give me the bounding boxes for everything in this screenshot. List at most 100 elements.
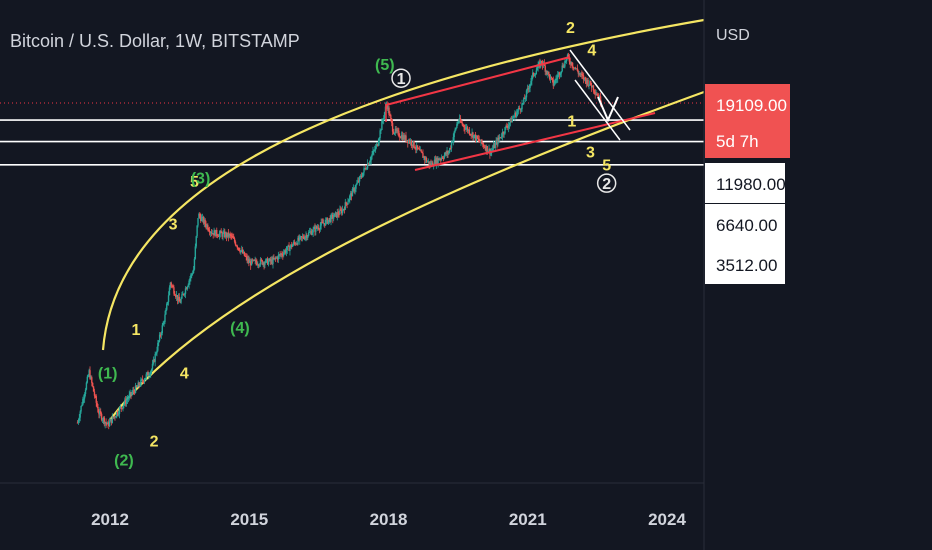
candle-body — [250, 259, 253, 266]
price-label: 19109.00 5d 7h — [705, 84, 790, 158]
candle-body — [495, 140, 497, 144]
wave-label: 4 — [587, 43, 596, 60]
candle-body — [318, 229, 321, 231]
candle-body — [548, 71, 550, 75]
candle-body — [567, 54, 570, 58]
candle-body — [311, 232, 313, 235]
candle-body — [194, 246, 197, 259]
candle-body — [249, 261, 252, 266]
candle-body — [363, 168, 365, 173]
candle-body — [351, 188, 354, 197]
candle-body — [224, 233, 227, 238]
candle-body — [216, 230, 218, 236]
candle-body — [368, 162, 371, 165]
candle-body — [352, 188, 355, 190]
candle-body — [183, 293, 185, 295]
candle-body — [329, 218, 331, 222]
candle-body — [565, 57, 568, 62]
candle-body — [447, 151, 449, 154]
candle-body — [365, 168, 367, 170]
candle-body — [273, 258, 275, 260]
candle-body — [100, 411, 102, 414]
candle-body — [596, 93, 598, 96]
candle-body — [526, 88, 529, 91]
candle-body — [152, 359, 155, 364]
candle-body — [406, 139, 408, 142]
candle-body — [557, 74, 559, 79]
candle-body — [589, 81, 591, 85]
currency-label: USD — [716, 27, 750, 44]
price-label-value: 19109.00 — [716, 96, 787, 115]
candle-body — [285, 250, 288, 253]
candle-body — [85, 382, 88, 390]
candle-body — [198, 213, 200, 219]
candle-body — [214, 230, 216, 237]
candle-body — [443, 155, 446, 159]
candle-body — [355, 184, 357, 189]
candle-body — [135, 385, 138, 387]
candle-body — [379, 130, 381, 138]
candle-body — [275, 257, 278, 259]
candle-body — [299, 236, 302, 238]
x-tick-label: 2021 — [509, 510, 547, 529]
candle-body — [108, 422, 110, 426]
wave-label: (1) — [98, 366, 118, 383]
candle-body — [450, 142, 453, 149]
candle-body — [420, 149, 422, 152]
channel-upper — [385, 56, 571, 106]
candle-body — [179, 301, 181, 303]
candle-body — [397, 130, 399, 132]
candle-body — [185, 288, 188, 290]
candle-body — [498, 137, 500, 139]
candle-body — [157, 342, 159, 351]
candle-body — [249, 261, 251, 263]
candle-body — [562, 65, 564, 68]
candle-body — [478, 138, 480, 142]
candle-body — [153, 359, 155, 362]
candle-body — [452, 137, 455, 143]
candle-body — [507, 127, 509, 129]
candle-body — [529, 84, 531, 89]
candle-body — [299, 236, 301, 241]
candle-body — [584, 77, 587, 80]
candle-body — [364, 168, 366, 170]
candle-body — [229, 233, 231, 235]
candle-body — [503, 133, 505, 135]
candle-body — [437, 158, 439, 164]
candle-body — [378, 137, 380, 143]
candle-body — [546, 70, 548, 75]
candle-body — [336, 212, 338, 218]
candle-body — [278, 254, 280, 256]
candle-body — [497, 137, 499, 145]
candle-body — [358, 176, 361, 182]
candle-body — [180, 298, 182, 303]
candle-body — [86, 376, 89, 383]
candle-body — [302, 236, 305, 238]
candle-body — [274, 257, 276, 259]
candle-body — [532, 72, 535, 76]
candle-body — [324, 220, 327, 226]
candle-body — [580, 73, 582, 75]
candle-body — [514, 112, 516, 117]
candle-body — [216, 235, 219, 237]
channel-lower — [414, 112, 656, 171]
candle-body — [151, 363, 154, 370]
candle-body — [269, 258, 272, 262]
candle-body — [483, 146, 486, 148]
candle-body — [242, 251, 245, 254]
candle-body — [472, 132, 474, 139]
candle-body — [317, 227, 320, 230]
candle-body — [414, 147, 416, 149]
candle-body — [512, 117, 514, 119]
candle-body — [334, 212, 337, 214]
candle-body — [556, 78, 558, 80]
candle-body — [84, 389, 87, 395]
wave-label: 2 — [150, 434, 159, 451]
candle-body — [83, 394, 86, 399]
candle-body — [522, 103, 524, 105]
candle-body — [113, 416, 115, 418]
candle-body — [545, 70, 547, 72]
candle-body — [393, 133, 396, 135]
candle-body — [558, 72, 561, 76]
